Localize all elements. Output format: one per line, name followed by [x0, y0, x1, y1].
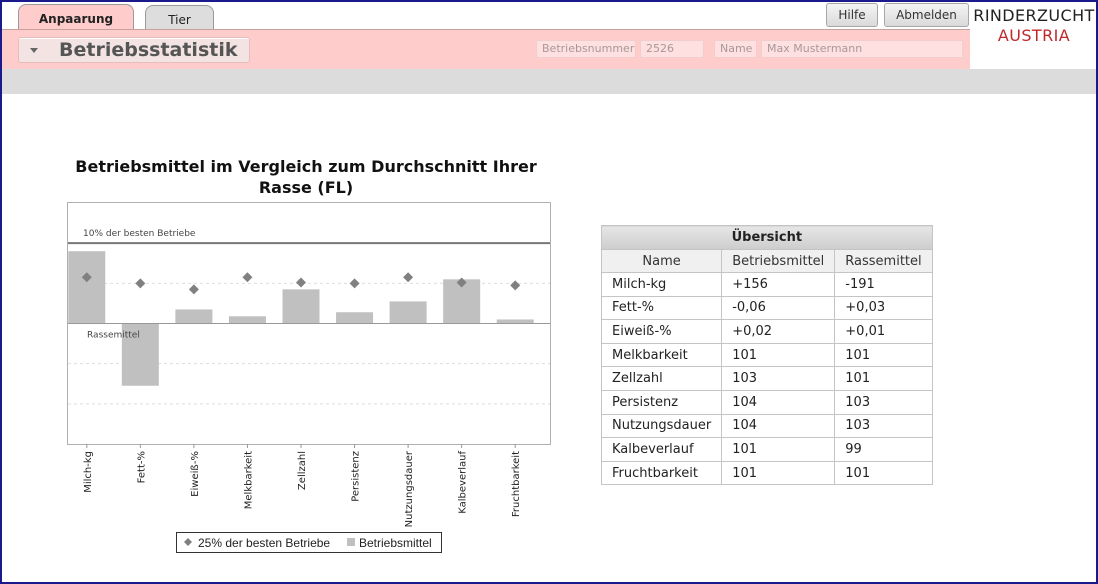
x-axis-labels: Milch-kg Fett-% Eiweiß-% Melkbarkeit Zellzah… [83, 444, 522, 527]
column-header-rassemittel: Rassemittel [834, 249, 933, 273]
bar [121, 323, 159, 386]
bar [282, 289, 320, 324]
tab-tier[interactable]: Tier [145, 5, 214, 31]
x-tick-label: Melkbarkeit [243, 451, 254, 509]
bar [175, 309, 213, 324]
table-cell: Fett-% [600, 295, 723, 321]
marker [349, 278, 360, 289]
page-title: Betriebsstatistik [59, 39, 238, 61]
table-row: Kalbeverlauf 101 99 [600, 437, 933, 462]
bar [336, 312, 374, 324]
table-cell: +156 [721, 272, 836, 297]
reference-lines: 10% der besten Betriebe Rassemittel [68, 229, 550, 341]
table-cell: Milch-kg [600, 272, 723, 297]
overview-table: Übersicht Name Betriebsmittel Rassemitte… [600, 225, 933, 486]
legend-label-markers: 25% der besten Betriebe [198, 536, 330, 550]
table-cell: 101 [834, 342, 933, 368]
logo: RINDERZUCHT AUSTRIA [970, 8, 1098, 44]
marker [135, 278, 146, 289]
logout-button[interactable]: Abmelden [884, 3, 969, 27]
table-cell: -0,06 [721, 295, 836, 321]
table-row: Fruchtbarkeit 101 101 [600, 460, 933, 486]
tab-anpaarung[interactable]: Anpaarung [18, 4, 134, 30]
x-tick-label: Eiweiß-% [190, 451, 201, 497]
help-button[interactable]: Hilfe [826, 3, 878, 27]
table-row: Persistenz 104 103 [600, 389, 933, 415]
column-header-betriebsmittel: Betriebsmittel [721, 249, 836, 273]
table-cell: +0,03 [834, 295, 933, 321]
x-tick-label: Milch-kg [83, 451, 94, 493]
table-cell: 104 [721, 413, 836, 439]
x-tick-label: Persistenz [351, 451, 362, 502]
name-label: Name [714, 40, 757, 58]
table-cell: 104 [721, 389, 836, 415]
table-body: Milch-kg +156 -191 Fett-% -0,06 +0,03 Eiweiß-%… [600, 272, 933, 486]
table-row: Milch-kg +156 -191 [600, 272, 933, 297]
table-cell: 103 [721, 366, 836, 391]
marker [456, 277, 467, 288]
table-cell: 101 [721, 437, 836, 462]
table-row: Nutzungsdauer 104 103 [600, 413, 933, 439]
betriebsnummer-group: Betriebsnummer 2526 [536, 40, 704, 58]
x-tick-label: Zellzahl [297, 451, 308, 490]
table-cell: +0,01 [834, 319, 933, 344]
x-tick-label: Nutzungsdauer [404, 450, 415, 527]
bar [496, 319, 534, 324]
x-tick-label: Fett-% [136, 451, 147, 483]
markers [81, 272, 521, 295]
legend-marker-icon [184, 538, 192, 546]
comparison-chart: 10% der besten Betriebe Rassemittel Milch… [67, 202, 551, 553]
column-header-name: Name [600, 249, 723, 273]
section-dropdown[interactable]: Betriebsstatistik [18, 37, 250, 63]
table-cell: Nutzungsdauer [600, 413, 723, 439]
table-row: Eiweiß-% +0,02 +0,01 [600, 319, 933, 344]
logo-line-1: RINDERZUCHT [973, 6, 1095, 25]
table-cell: +0,02 [721, 319, 836, 344]
table-cell: 101 [834, 460, 933, 486]
chevron-down-icon [30, 48, 38, 53]
betriebsnummer-field[interactable]: 2526 [640, 40, 704, 58]
betriebsnummer-label: Betriebsnummer [536, 40, 636, 58]
table-cell: 101 [721, 342, 836, 368]
table-cell: Eiweiß-% [600, 319, 723, 344]
toolbar-strip [2, 69, 1096, 94]
reference-line-label: 10% der besten Betriebe [83, 229, 196, 239]
table-cell: 99 [834, 437, 933, 462]
legend: 25% der besten Betriebe Betriebsmittel [176, 532, 442, 553]
bar [228, 316, 266, 324]
table-cell: Fruchtbarkeit [600, 460, 723, 486]
marker [81, 272, 92, 283]
marker [510, 280, 521, 291]
table-caption: Übersicht [601, 225, 933, 250]
table-cell: 103 [834, 389, 933, 415]
table-cell: Kalbeverlauf [600, 437, 723, 462]
table-cell: 103 [834, 413, 933, 439]
bars [68, 251, 534, 386]
legend-bar-icon [347, 538, 355, 546]
x-tick-label: Fruchtbarkeit [511, 451, 522, 517]
table-row: Fett-% -0,06 +0,03 [600, 295, 933, 321]
table-cell: Melkbarkeit [600, 342, 723, 368]
logo-line-2: AUSTRIA [997, 26, 1071, 45]
x-tick-label: Kalbeverlauf [458, 451, 469, 514]
marker [242, 272, 253, 283]
table-cell: 101 [834, 366, 933, 391]
marker [188, 284, 199, 295]
table-cell: -191 [834, 272, 933, 297]
bar [389, 301, 427, 324]
table-cell: 101 [721, 460, 836, 486]
table-row: Zellzahl 103 101 [600, 366, 933, 391]
table-row: Melkbarkeit 101 101 [600, 342, 933, 368]
table-cell: Zellzahl [600, 366, 723, 391]
name-field[interactable]: Max Mustermann [761, 40, 963, 58]
marker [403, 272, 414, 283]
name-group: Name Max Mustermann [714, 40, 963, 58]
table-cell: Persistenz [600, 389, 723, 415]
marker [296, 277, 306, 288]
bar [68, 251, 106, 324]
chart-title: Betriebsmittel im Vergleich zum Durchsch… [75, 157, 537, 197]
legend-label-bars: Betriebsmittel [359, 536, 432, 550]
reference-line-label: Rassemittel [87, 331, 140, 341]
